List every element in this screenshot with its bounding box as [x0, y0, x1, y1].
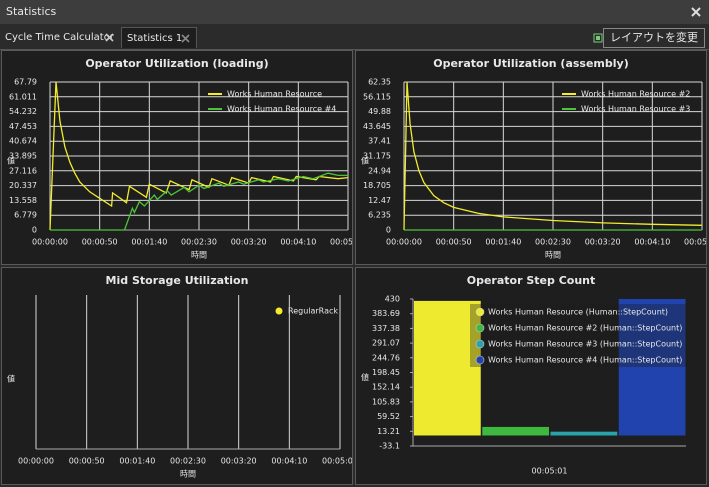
y-tick-label: 383.69 — [372, 309, 400, 318]
x-tick-label: 00:01:40 — [119, 457, 155, 466]
chart-title: Operator Utilization (loading) — [85, 57, 268, 70]
legend-label: Works Human Resource #2 (Human::StepCoun… — [488, 324, 682, 333]
x-tick-label: 00:00:00 — [18, 457, 54, 466]
legend-swatch — [476, 308, 484, 316]
legend-label: Works Human Resource #4 (Human::StepCoun… — [488, 356, 682, 365]
y-tick-label: 18.705 — [363, 181, 391, 190]
x-tick-label: 00:00:00 — [32, 238, 68, 247]
y-tick-label: 13.21 — [377, 427, 400, 436]
bar — [482, 427, 549, 436]
legend-label: RegularRack — [288, 307, 338, 316]
y-tick-label: 54.232 — [9, 107, 37, 116]
tab-label[interactable]: Cycle Time Calculator — [5, 32, 114, 43]
tab-bar: Cycle Time Calculator Statistics 1 レイアウト… — [0, 24, 709, 50]
y-tick-label: 40.674 — [9, 137, 37, 146]
y-tick-label: 0 — [386, 226, 391, 235]
chart-panel: Mid Storage Utilization 値時間 00:00:00 00:00:… — [2, 268, 352, 484]
x-axis-label: 時間 — [180, 470, 196, 479]
tab-label[interactable]: Statistics 1 — [127, 33, 182, 44]
y-tick-label: 59.52 — [377, 412, 400, 421]
y-tick-label: 47.453 — [9, 122, 37, 131]
x-tick-label: 00:00:50 — [436, 238, 472, 247]
y-tick-label: 43.645 — [363, 122, 391, 131]
y-tick-label: -33.1 — [379, 442, 400, 451]
y-tick-label: 31.175 — [363, 152, 391, 161]
x-tick-label: 00:05:01 — [532, 467, 568, 476]
y-tick-label: 291.07 — [372, 339, 400, 348]
x-tick-label: 00:00:50 — [69, 457, 105, 466]
y-tick-label: 33.895 — [9, 152, 37, 161]
y-tick-label: 6.235 — [368, 211, 391, 220]
chart-title: Operator Utilization (assembly) — [433, 57, 629, 70]
y-tick-label: 6.779 — [14, 211, 37, 220]
y-tick-label: 49.88 — [368, 107, 391, 116]
tab-close[interactable] — [105, 33, 114, 42]
y-tick-label: 56.115 — [363, 92, 391, 101]
x-tick-label: 00:05:00 — [322, 457, 352, 466]
chart-panel: Operator Step Count 値 -33.1 13.21 59.52 105.8… — [356, 268, 706, 484]
x-tick-label: 00:01:40 — [131, 238, 167, 247]
legend-swatch — [476, 356, 484, 364]
y-tick-label: 12.47 — [368, 196, 391, 205]
chart-panel: Operator Utilization (loading)値時間06.7791… — [2, 51, 352, 264]
y-tick-label: 24.94 — [368, 166, 391, 175]
title-bar: Statistics — [0, 0, 709, 24]
legend-label: Works Human Resource #4 — [227, 105, 336, 114]
layout-icon[interactable] — [593, 33, 603, 43]
x-tick-label: 00:03:20 — [585, 238, 621, 247]
tab-close[interactable] — [181, 34, 190, 43]
x-tick-label: 00:01:40 — [485, 238, 521, 247]
window-title: Statistics — [6, 5, 56, 18]
x-tick-label: 00:04:10 — [634, 238, 670, 247]
y-tick-label: 105.83 — [372, 397, 400, 406]
bar — [551, 432, 618, 436]
x-axis-label: 時間 — [545, 251, 561, 260]
tab-active[interactable]: Statistics 1 — [121, 27, 197, 48]
tab[interactable]: Cycle Time Calculator — [0, 27, 120, 48]
x-tick-label: 00:02:30 — [181, 238, 217, 247]
x-tick-label: 00:04:10 — [280, 238, 316, 247]
y-tick-label: 0 — [32, 226, 37, 235]
legend-label: Works Human Resource #3 — [581, 105, 690, 114]
legend-swatch — [276, 308, 283, 315]
legend-label: Works Human Resource (Human::StepCount) — [488, 308, 668, 317]
x-tick-label: 00:02:30 — [170, 457, 206, 466]
y-axis-label: 値 — [361, 372, 369, 382]
y-tick-label: 37.41 — [368, 137, 391, 146]
x-tick-label: 00:00:00 — [386, 238, 422, 247]
chart-panel: Operator Utilization (assembly)値時間06.235… — [356, 51, 706, 264]
legend-swatch — [476, 340, 484, 348]
x-tick-label: 00:02:30 — [535, 238, 571, 247]
y-tick-label: 62.35 — [368, 78, 391, 87]
x-tick-label: 00:03:20 — [231, 238, 267, 247]
y-tick-label: 198.45 — [372, 368, 400, 377]
x-tick-label: 00:05:00 — [330, 238, 352, 247]
x-tick-label: 00:04:10 — [271, 457, 307, 466]
x-axis-label: 時間 — [191, 251, 207, 260]
y-tick-label: 20.337 — [9, 181, 37, 190]
y-tick-label: 13.558 — [9, 196, 37, 205]
y-tick-label: 152.14 — [372, 383, 400, 392]
x-tick-label: 00:03:20 — [221, 457, 257, 466]
legend-label: Works Human Resource #2 — [581, 90, 690, 99]
y-tick-label: 61.011 — [9, 92, 37, 101]
legend-label: Works Human Resource — [227, 90, 322, 99]
legend-label: Works Human Resource #3 (Human::StepCoun… — [488, 340, 682, 349]
x-tick-label: 00:05:00 — [684, 238, 706, 247]
legend-swatch — [476, 324, 484, 332]
y-tick-label: 430 — [385, 295, 400, 304]
layout-button[interactable]: レイアウトを変更 — [603, 28, 705, 48]
y-axis-label: 値 — [7, 374, 15, 384]
y-tick-label: 337.38 — [372, 324, 400, 333]
x-tick-label: 00:00:50 — [82, 238, 118, 247]
close-button[interactable] — [691, 7, 701, 17]
y-tick-label: 27.116 — [9, 166, 37, 175]
chart-title: Mid Storage Utilization — [106, 274, 249, 287]
y-tick-label: 244.76 — [372, 353, 400, 362]
y-tick-label: 67.79 — [14, 78, 37, 87]
chart-title: Operator Step Count — [467, 274, 596, 287]
